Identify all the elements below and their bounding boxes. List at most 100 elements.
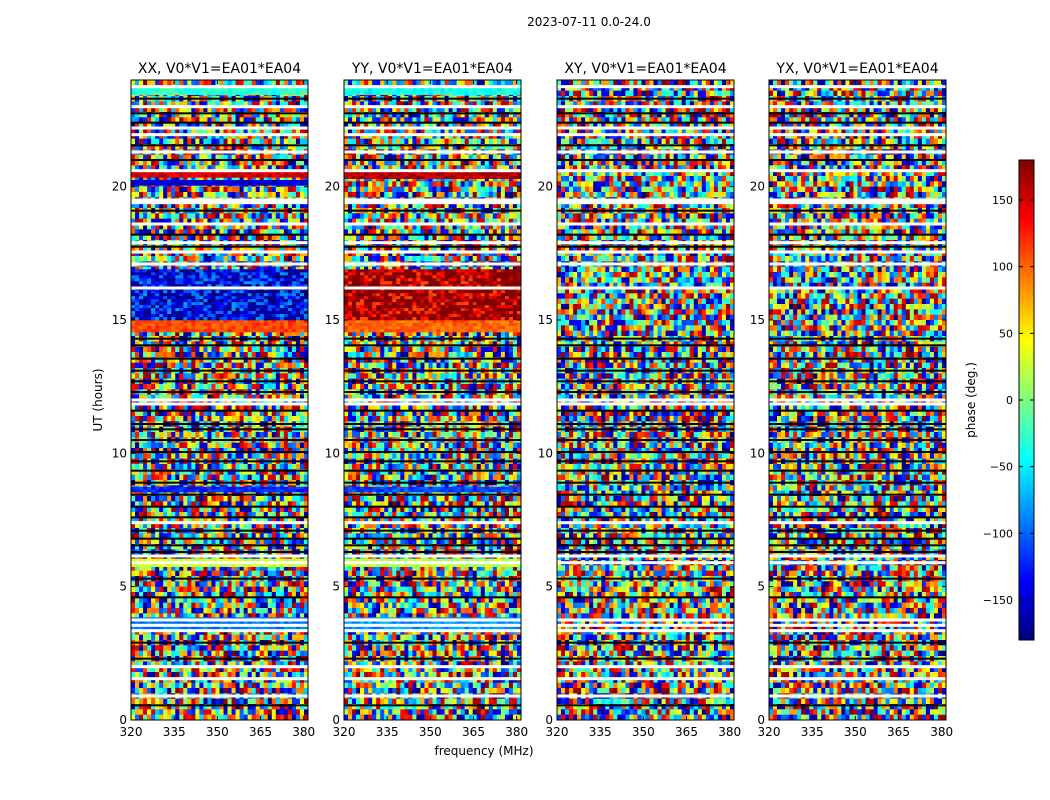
flagged-row — [769, 222, 946, 226]
coherent-band-cell — [476, 329, 482, 333]
coherent-band-cell — [384, 564, 389, 567]
flagged-row — [769, 286, 946, 290]
coherent-band-cell — [227, 302, 232, 306]
coherent-band-cell — [135, 91, 140, 95]
coherent-band-cell — [135, 314, 140, 318]
coherent-band-cell — [364, 486, 369, 490]
coherent-band-cell — [488, 275, 494, 279]
coherent-band-cell — [452, 281, 457, 285]
coherent-band-cell — [295, 564, 301, 567]
coherent-band-cell — [504, 176, 510, 179]
coherent-band-cell — [424, 489, 429, 493]
coherent-band-cell — [207, 326, 212, 330]
coherent-band-cell — [267, 302, 273, 306]
dark-row — [344, 159, 521, 161]
coherent-band-cell — [223, 323, 228, 327]
coherent-band-cell — [151, 320, 156, 324]
coherent-band-cell — [504, 329, 510, 333]
coherent-band-cell — [267, 311, 273, 315]
coherent-band-cell — [464, 564, 469, 567]
coherent-band-cell — [504, 173, 510, 177]
coherent-band-cell — [303, 564, 309, 567]
coherent-band-cell — [191, 564, 196, 567]
coherent-band-cell — [352, 281, 357, 285]
coherent-band-cell — [183, 308, 188, 312]
coherent-band-cell — [135, 489, 140, 493]
coherent-band-cell — [396, 311, 401, 315]
coherent-band-cell — [255, 314, 261, 318]
coherent-band-cell — [384, 626, 389, 630]
coherent-band-cell — [440, 626, 445, 630]
coherent-band-cell — [360, 308, 365, 312]
coherent-band-cell — [239, 486, 244, 490]
coherent-band-cell — [191, 281, 196, 285]
coherent-band-cell — [207, 317, 212, 321]
coherent-band-cell — [512, 626, 518, 630]
coherent-band-cell — [299, 326, 305, 330]
coherent-band-cell — [291, 305, 297, 309]
coherent-band-cell — [380, 176, 385, 179]
coherent-band-cell — [175, 88, 180, 92]
coherent-band-cell — [195, 293, 200, 297]
coherent-band-cell — [452, 564, 457, 567]
coherent-band-cell — [171, 558, 176, 562]
coherent-band-cell — [263, 302, 269, 306]
coherent-band-cell — [219, 323, 224, 327]
coherent-band-cell — [516, 326, 522, 330]
coherent-band-cell — [464, 173, 469, 177]
coherent-band-cell — [428, 296, 433, 300]
coherent-band-cell — [376, 626, 381, 630]
coherent-band-cell — [376, 311, 381, 315]
coherent-band-cell — [500, 320, 506, 324]
coherent-band-cell — [416, 88, 421, 92]
coherent-band-cell — [151, 281, 156, 285]
coherent-band-cell — [480, 486, 486, 490]
coherent-band-cell — [251, 272, 256, 276]
coherent-band-cell — [187, 275, 192, 279]
coherent-band-cell — [175, 269, 180, 273]
coherent-band-cell — [500, 284, 506, 288]
coherent-band-cell — [187, 305, 192, 309]
coherent-band-cell — [183, 290, 188, 294]
coherent-band-cell — [203, 308, 208, 312]
coherent-band-cell — [187, 278, 192, 282]
coherent-band-cell — [255, 558, 261, 562]
coherent-band-cell — [203, 314, 208, 318]
coherent-band-cell — [163, 299, 168, 303]
coherent-band-cell — [303, 486, 309, 490]
coherent-band-cell — [416, 317, 421, 321]
coherent-band-cell — [207, 269, 212, 273]
coherent-band-cell — [203, 311, 208, 315]
coherent-band-cell — [384, 302, 389, 306]
coherent-band-cell — [147, 489, 152, 493]
coherent-band-cell — [388, 293, 393, 297]
coherent-band-cell — [460, 626, 465, 630]
coherent-band-cell — [223, 278, 228, 282]
coherent-band-cell — [404, 284, 409, 288]
coherent-band-cell — [255, 308, 261, 312]
coherent-band-cell — [295, 293, 301, 297]
flagged-row — [769, 241, 946, 245]
coherent-band-cell — [259, 305, 265, 309]
coherent-band-cell — [444, 564, 449, 567]
coherent-band-cell — [360, 558, 365, 562]
coherent-band-cell — [460, 88, 465, 92]
coherent-band-cell — [388, 486, 393, 490]
coherent-band-cell — [412, 326, 417, 330]
coherent-band-cell — [131, 311, 136, 315]
coherent-band-cell — [243, 170, 248, 175]
flagged-row — [344, 402, 521, 406]
coherent-band-cell — [227, 564, 232, 567]
coherent-band-cell — [424, 173, 429, 177]
coherent-band-cell — [484, 296, 490, 300]
coherent-band-cell — [364, 176, 369, 179]
coherent-band-cell — [291, 489, 297, 493]
coherent-band-cell — [488, 558, 494, 562]
coherent-band-cell — [183, 302, 188, 306]
dark-row — [344, 439, 521, 441]
coherent-band-cell — [432, 311, 437, 315]
coherent-band-cell — [420, 272, 425, 276]
coherent-band-cell — [183, 174, 188, 178]
coherent-band-cell — [440, 314, 445, 318]
coherent-band-cell — [428, 290, 433, 294]
